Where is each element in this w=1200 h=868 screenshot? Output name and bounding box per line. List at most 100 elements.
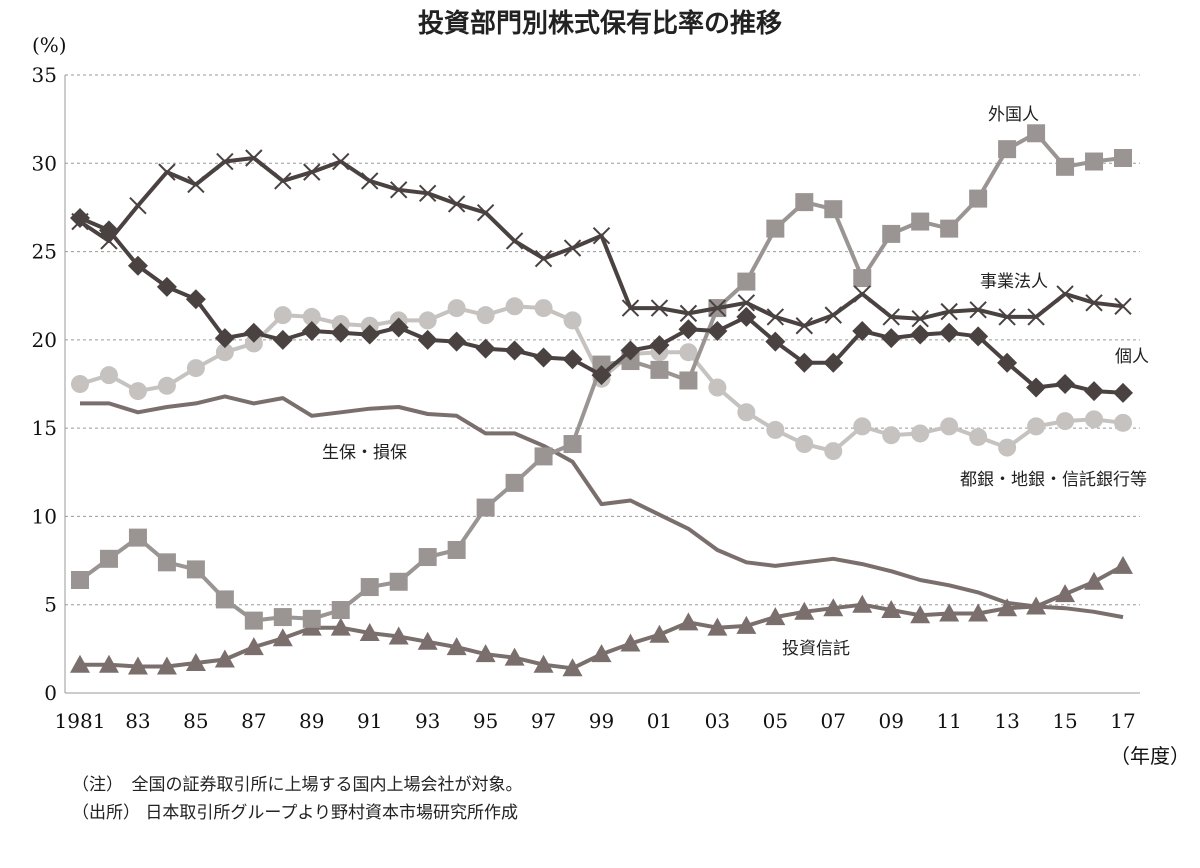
- data-point: [70, 654, 90, 673]
- data-point: [534, 299, 553, 318]
- series-label: 都銀・地銀・信託銀行等: [960, 470, 1147, 490]
- data-point: [476, 498, 495, 517]
- data-point: [446, 637, 467, 656]
- data-point-stroke: [708, 299, 727, 317]
- data-point: [1026, 377, 1047, 398]
- data-point: [418, 548, 437, 567]
- data-point: [389, 181, 408, 199]
- data-point: [417, 631, 438, 650]
- data-point: [708, 299, 727, 317]
- data-point: [939, 322, 960, 343]
- data-point: [910, 324, 931, 345]
- data-point: [620, 633, 641, 652]
- data-point: [186, 359, 205, 378]
- data-point: [881, 600, 902, 619]
- data-point: [939, 603, 960, 622]
- data-point: [505, 297, 524, 316]
- y-tick-label: 5: [44, 593, 57, 617]
- y-tick-label: 35: [32, 63, 57, 87]
- data-point: [504, 340, 525, 361]
- data-point: [156, 656, 177, 675]
- data-point: [302, 609, 321, 628]
- data-point: [794, 601, 815, 620]
- data-point-stroke: [882, 308, 900, 326]
- chart-title: 投資部門別株式保有比率の推移: [418, 8, 782, 39]
- x-tick-label: 83: [125, 709, 150, 733]
- series-label: 投資信託: [782, 639, 850, 659]
- data-point: [359, 324, 380, 345]
- x-tick-label: 13: [994, 709, 1019, 733]
- axes: [64, 75, 1140, 694]
- x-tick-label: 89: [299, 709, 324, 733]
- data-point: [795, 317, 814, 335]
- x-tick-label: 17: [1110, 709, 1135, 733]
- data-point-stroke: [476, 204, 495, 222]
- data-point-stroke: [737, 294, 756, 312]
- data-point: [417, 329, 438, 350]
- data-point: [679, 304, 698, 323]
- data-point-stroke: [853, 285, 871, 303]
- data-point-stroke: [129, 196, 147, 215]
- data-point: [447, 540, 466, 559]
- data-point: [853, 417, 872, 436]
- data-point: [99, 549, 118, 568]
- data-point-stroke: [303, 163, 321, 181]
- data-point: [795, 435, 814, 454]
- series-line: [78, 156, 1124, 328]
- data-point: [969, 301, 987, 319]
- data-point: [707, 617, 728, 636]
- data-point: [215, 590, 234, 609]
- data-point: [1084, 571, 1105, 590]
- data-point: [765, 331, 786, 352]
- data-point: [273, 608, 292, 627]
- data-point: [127, 656, 148, 675]
- data-point: [650, 360, 669, 379]
- data-point: [1085, 410, 1104, 429]
- data-point: [766, 420, 785, 439]
- data-point: [71, 570, 89, 589]
- data-point: [853, 285, 871, 303]
- data-point: [621, 299, 640, 317]
- data-point: [274, 172, 292, 190]
- data-point: [330, 617, 351, 636]
- data-point-stroke: [71, 212, 89, 231]
- data-point: [243, 637, 264, 656]
- x-tick-label: 15: [1052, 709, 1077, 733]
- data-point-stroke: [361, 172, 379, 190]
- data-point: [649, 624, 670, 643]
- data-point: [1085, 294, 1103, 312]
- data-point: [475, 338, 496, 359]
- source-line: （出所） 日本取引所グループより野村資本市場研究所作成: [72, 803, 519, 823]
- data-point: [158, 163, 176, 181]
- data-point: [969, 427, 988, 446]
- data-point: [678, 612, 699, 631]
- x-tick-label: 1981: [55, 709, 106, 733]
- data-point: [823, 352, 844, 373]
- data-point: [969, 189, 988, 208]
- data-point: [707, 321, 728, 342]
- data-point-stroke: [940, 302, 958, 321]
- data-point: [157, 553, 176, 572]
- data-point: [71, 375, 89, 393]
- x-tick-label: 95: [473, 709, 498, 733]
- x-tick-label: 99: [589, 709, 614, 733]
- data-point: [244, 334, 263, 353]
- data-point: [620, 340, 641, 361]
- data-point: [650, 299, 669, 317]
- series-label: 外国人: [988, 105, 1039, 125]
- data-point: [533, 347, 554, 368]
- data-point: [128, 528, 147, 547]
- data-point: [563, 435, 582, 454]
- data-point: [940, 417, 959, 436]
- data-point: [968, 326, 989, 347]
- x-tick-label: 91: [357, 709, 382, 733]
- data-point: [185, 289, 206, 310]
- data-point: [737, 294, 756, 312]
- data-point: [911, 424, 930, 443]
- data-point: [852, 594, 873, 613]
- data-point: [562, 658, 583, 677]
- data-point: [1055, 374, 1076, 394]
- data-point: [331, 601, 350, 620]
- data-point: [99, 366, 118, 385]
- data-point: [100, 232, 118, 250]
